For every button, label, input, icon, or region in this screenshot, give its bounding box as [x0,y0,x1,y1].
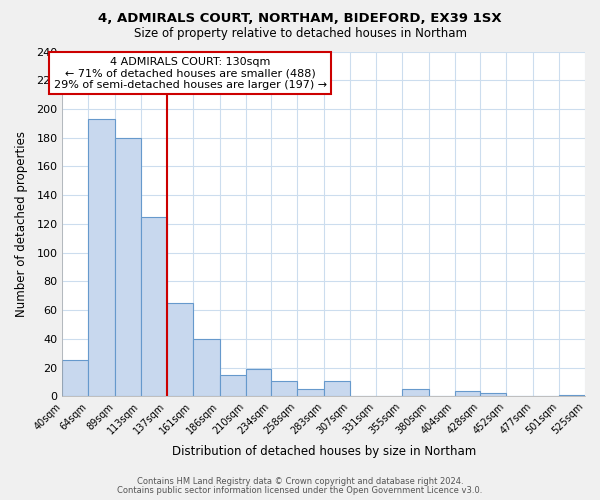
Bar [88,119,115,396]
Bar [141,216,167,396]
Text: 4 ADMIRALS COURT: 130sqm
← 71% of detached houses are smaller (488)
29% of semi-: 4 ADMIRALS COURT: 130sqm ← 71% of detach… [54,56,327,90]
Text: Contains public sector information licensed under the Open Government Licence v3: Contains public sector information licen… [118,486,482,495]
Bar [559,395,585,396]
Y-axis label: Number of detached properties: Number of detached properties [15,131,28,317]
Text: 4, ADMIRALS COURT, NORTHAM, BIDEFORD, EX39 1SX: 4, ADMIRALS COURT, NORTHAM, BIDEFORD, EX… [98,12,502,26]
Bar [455,390,481,396]
Bar [62,360,88,396]
X-axis label: Distribution of detached houses by size in Northam: Distribution of detached houses by size … [172,444,476,458]
Bar [481,394,506,396]
Bar [220,375,245,396]
Bar [402,389,429,396]
Text: Contains HM Land Registry data © Crown copyright and database right 2024.: Contains HM Land Registry data © Crown c… [137,477,463,486]
Bar [298,389,324,396]
Bar [115,138,141,396]
Text: Size of property relative to detached houses in Northam: Size of property relative to detached ho… [133,28,467,40]
Bar [245,369,271,396]
Bar [193,339,220,396]
Bar [167,303,193,396]
Bar [324,380,350,396]
Bar [271,380,298,396]
